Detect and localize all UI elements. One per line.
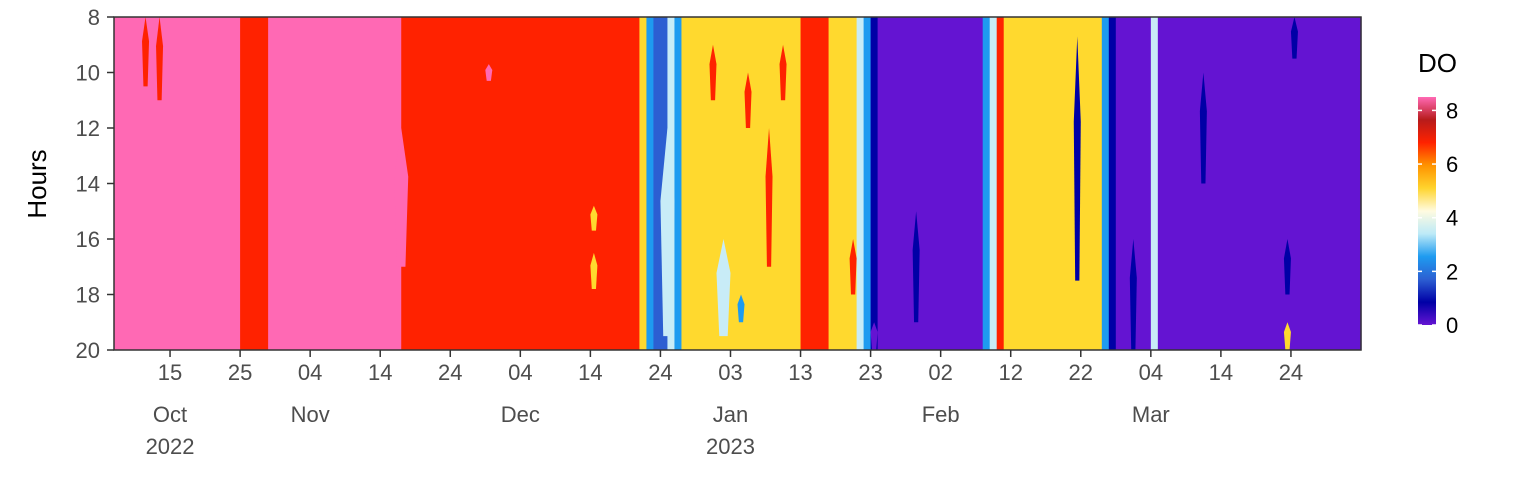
heatmap-patch-0	[142, 17, 150, 87]
x-tick-label-day: 14	[1209, 360, 1233, 385]
x-tick-label-day: 24	[438, 360, 462, 385]
heatmap-band-1	[240, 17, 269, 350]
heatmap-band-13	[863, 17, 872, 350]
legend-tick-label: 4	[1446, 206, 1458, 231]
heatmap-patch-15	[912, 211, 920, 323]
heatmap-band-15	[877, 17, 984, 350]
y-tick-label: 18	[76, 283, 100, 308]
heatmap-band-3	[401, 17, 641, 350]
heatmap-patch-5	[590, 252, 598, 289]
heatmap-band-17	[989, 17, 998, 350]
heatmap-band-20	[1101, 17, 1110, 350]
heatmap-band-16	[982, 17, 991, 350]
legend-title: DO	[1418, 48, 1457, 78]
heatmap-patch-14	[870, 322, 878, 350]
legend-tick-label: 8	[1446, 98, 1458, 123]
x-tick-label-day: 03	[718, 360, 742, 385]
x-tick-label-day: 24	[648, 360, 672, 385]
heatmap-patch-12	[779, 44, 787, 101]
x-tick-label-day: 14	[368, 360, 392, 385]
heatmap-patch-9	[737, 294, 745, 323]
heatmap-patch-17	[1129, 239, 1137, 350]
heatmap-patch-16	[1073, 36, 1081, 281]
x-tick-label-day: 22	[1069, 360, 1093, 385]
legend-colorbar	[1418, 97, 1436, 325]
heatmap-band-2	[268, 17, 402, 350]
x-tick-label-month: Mar	[1132, 402, 1170, 427]
x-tick-label-day: 04	[298, 360, 322, 385]
x-tick-label-day: 23	[858, 360, 882, 385]
heatmap-patch-2	[394, 128, 409, 267]
y-tick-label: 10	[76, 61, 100, 86]
heatmap-patch-8	[716, 239, 731, 337]
y-tick-label: 12	[76, 116, 100, 141]
heatmap-patch-10	[744, 72, 752, 128]
x-tick-label-month: Dec	[501, 402, 540, 427]
heatmap-patch-1	[156, 17, 164, 101]
heatmap-band-18	[996, 17, 1005, 350]
x-tick-label-day: 04	[508, 360, 532, 385]
heatmap-patch-13	[849, 239, 857, 295]
heatmap-patch-19	[1283, 239, 1291, 295]
y-axis-title: Hours	[22, 149, 52, 218]
x-tick-label-day: 25	[228, 360, 252, 385]
x-tick-label-day: 14	[578, 360, 602, 385]
x-tick-label-month: Feb	[922, 402, 960, 427]
x-tick-label-month: Nov	[291, 402, 330, 427]
heatmap-band-12	[856, 17, 865, 350]
heatmap-patch-21	[1283, 322, 1291, 350]
heatmap-band-23	[1150, 17, 1159, 350]
y-tick-label: 14	[76, 172, 100, 197]
legend-tick-label: 6	[1446, 152, 1458, 177]
x-tick-label-day: 12	[998, 360, 1022, 385]
x-tick-label-day: 13	[788, 360, 812, 385]
y-tick-label: 8	[88, 5, 100, 30]
legend-tick-label: 0	[1446, 313, 1458, 338]
heatmap-band-5	[646, 17, 655, 350]
heatmap-band-4	[639, 17, 648, 350]
x-tick-label-day: 15	[158, 360, 182, 385]
x-tick-label-day: 02	[928, 360, 952, 385]
heatmap-band-8	[674, 17, 683, 350]
heatmap-band-24	[1157, 17, 1362, 350]
legend-tick-label: 2	[1446, 259, 1458, 284]
heatmap-band-19	[1003, 17, 1103, 350]
heatmap-band-0	[114, 17, 241, 350]
heatmap-patch-20	[1290, 17, 1298, 59]
x-tick-label-month: Oct	[153, 402, 187, 427]
x-tick-label-day: 04	[1139, 360, 1163, 385]
heatmap-band-10	[800, 17, 830, 350]
x-tick-label-year: 2023	[706, 434, 755, 459]
x-tick-label-year: 2022	[146, 434, 195, 459]
heatmap-band-21	[1108, 17, 1117, 350]
y-tick-label: 20	[76, 338, 100, 363]
y-tick-label: 16	[76, 227, 100, 252]
heatmap-patch-4	[590, 205, 598, 231]
heatmap-patch-7	[709, 44, 717, 101]
heatmap-patch-6	[660, 128, 675, 337]
x-tick-label-day: 24	[1279, 360, 1303, 385]
x-tick-label-month: Jan	[713, 402, 748, 427]
color-legend: DO 0 2 4 6 8	[1418, 48, 1458, 338]
heatmap-patch-18	[1199, 72, 1207, 184]
heatmap-patch-11	[765, 128, 773, 267]
heatmap-patch-3	[485, 64, 493, 81]
heatmap-band-14	[870, 17, 879, 350]
heatmap-band-11	[828, 17, 858, 350]
